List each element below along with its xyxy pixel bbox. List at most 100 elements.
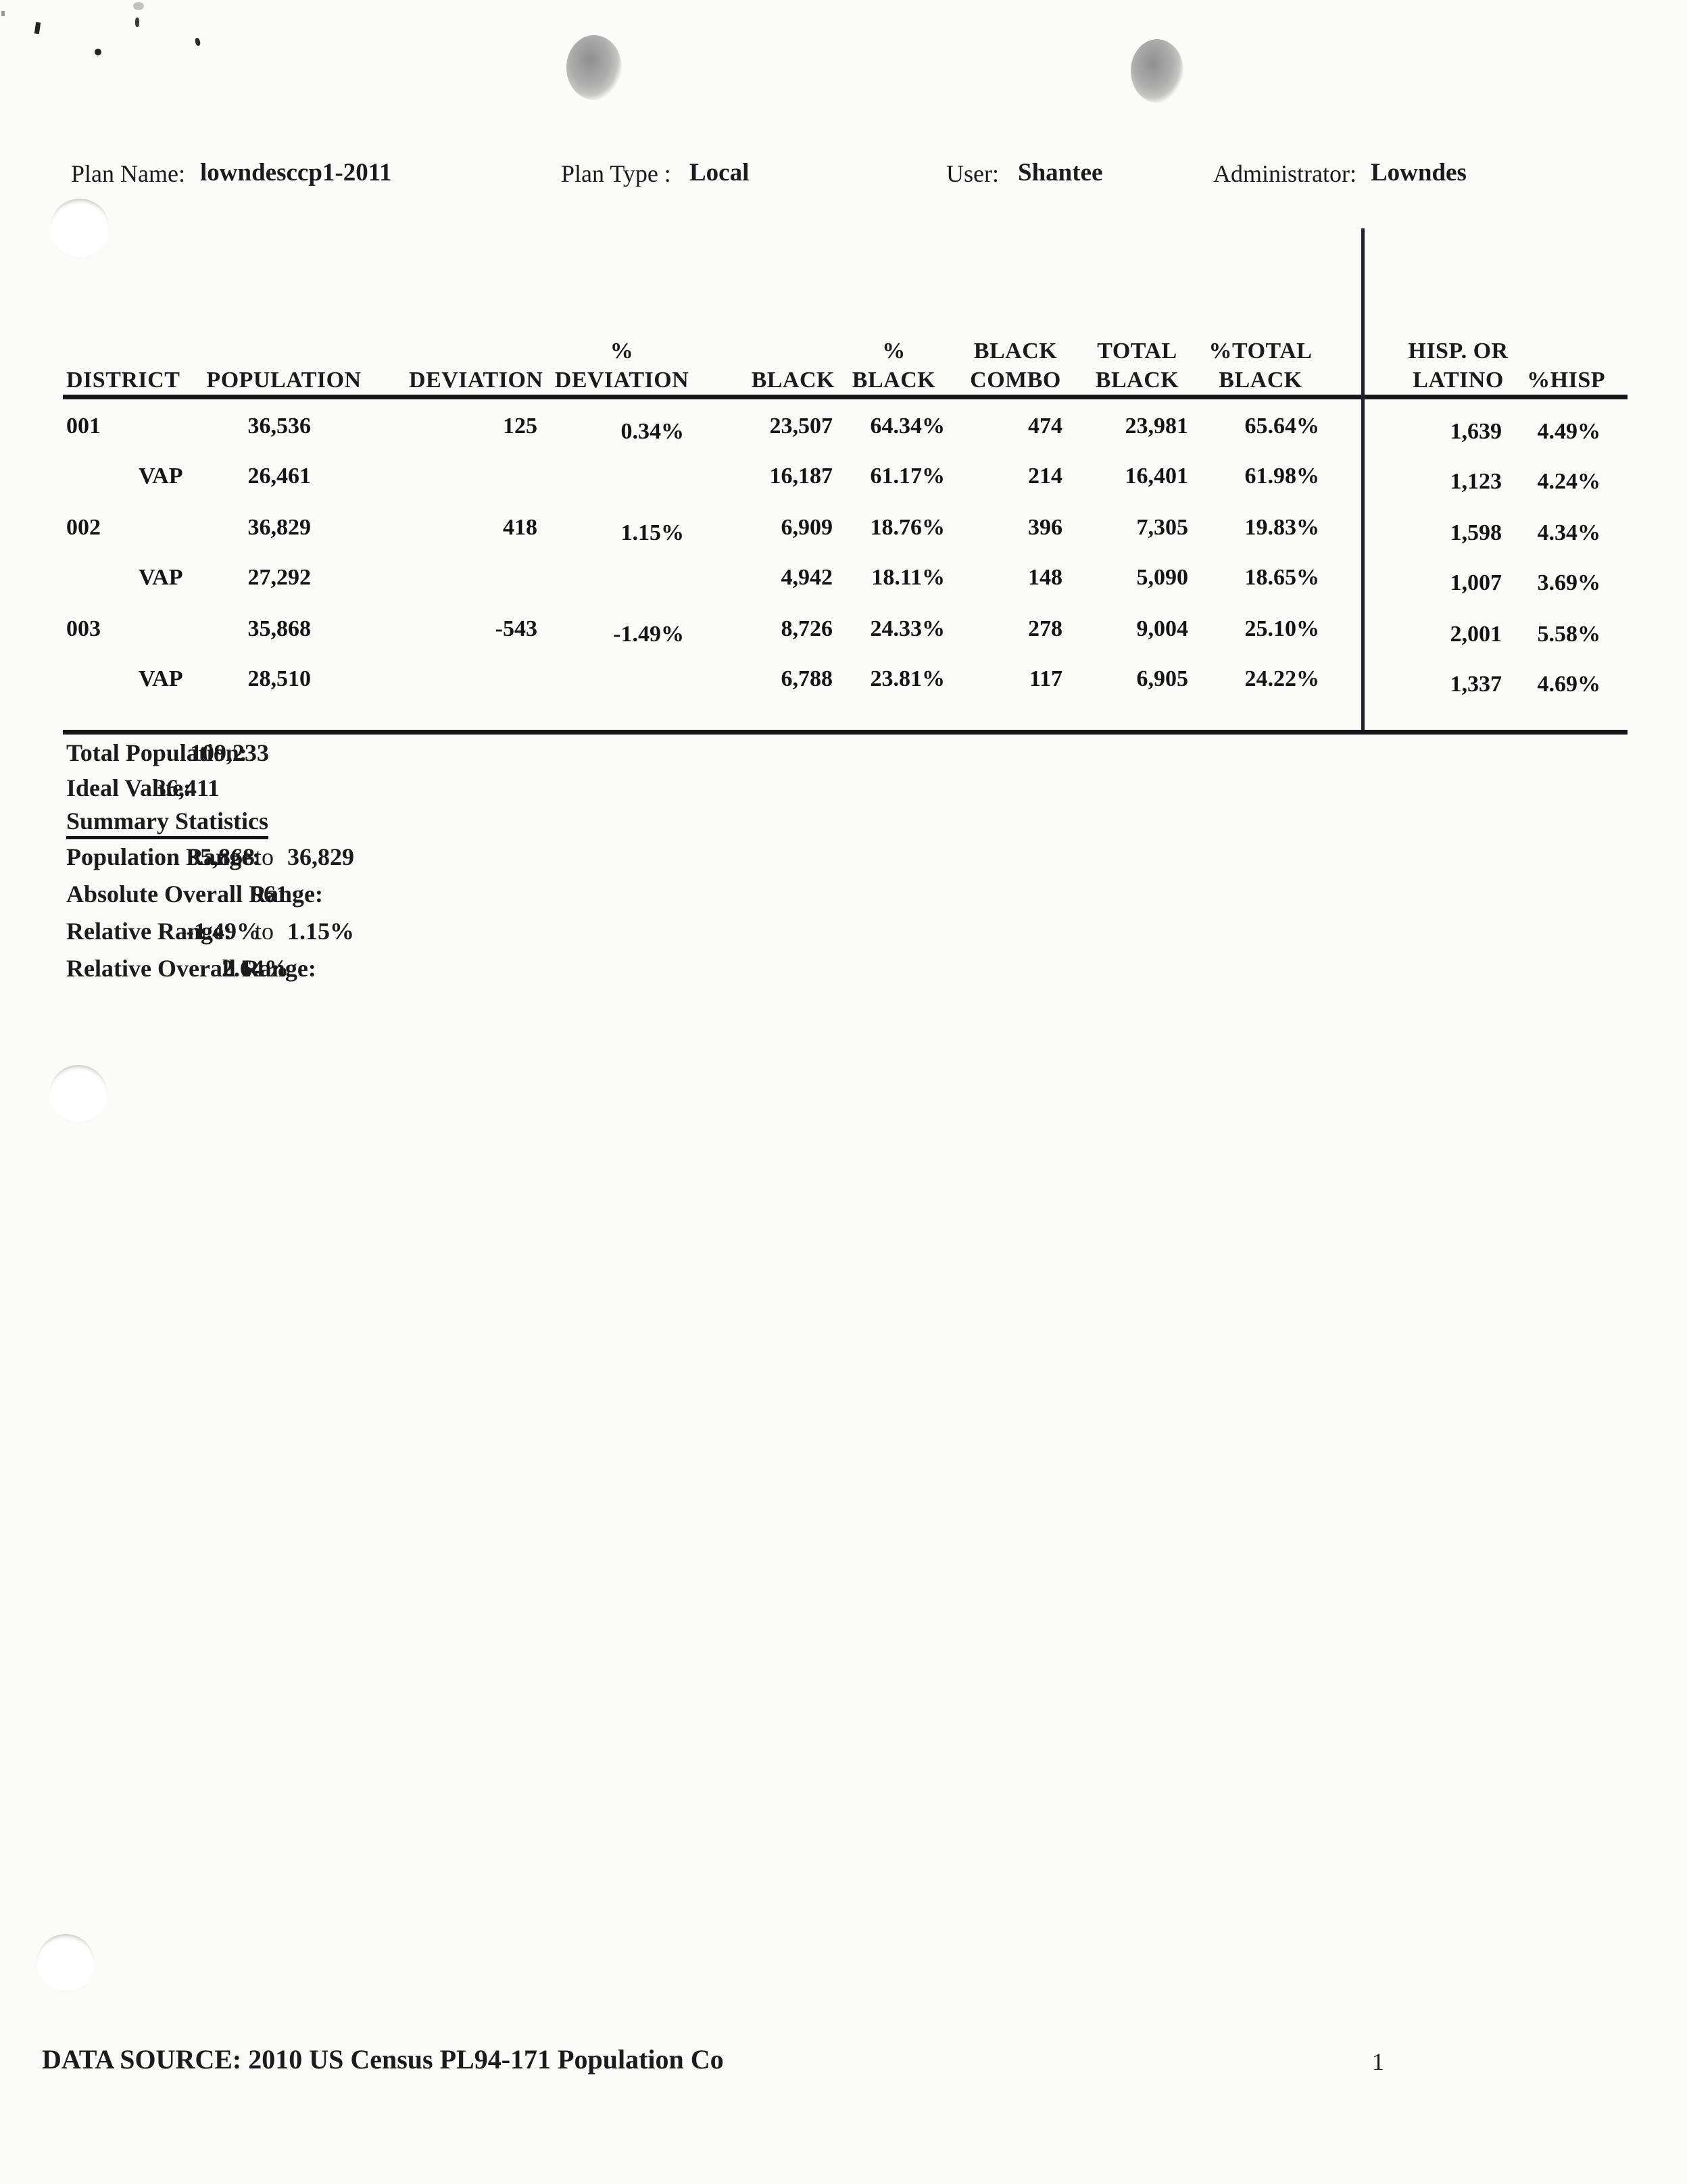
cell-population: 26,461 <box>247 464 312 489</box>
total-population-value: 109,233 <box>190 739 269 766</box>
relative-range-to: 1.15% <box>287 918 354 945</box>
cell-pct-total-black: 25.10% <box>1244 616 1320 641</box>
table-row-district-002-vap: VAP 27,292 4,942 18.11% 148 5,090 18.65%… <box>0 565 1687 600</box>
column-header-total-black: TOTAL BLACK <box>1095 339 1179 393</box>
population-range-to: 36,829 <box>287 843 354 870</box>
scan-speck <box>34 22 41 34</box>
cell-hisp-or-latino: 2,001 <box>1450 622 1502 647</box>
table-row-district-003: 003 35,868 -543 -1.49% 8,726 24.33% 278 … <box>0 616 1687 651</box>
column-header-pct-total-black: %TOTAL BLACK <box>1208 339 1313 393</box>
scan-speck <box>95 49 101 55</box>
punch-hole <box>50 199 109 258</box>
cell-pct-black: 18.11% <box>871 565 945 590</box>
cell-vap-label: VAP <box>139 666 183 691</box>
cell-pct-black: 24.33% <box>870 616 946 641</box>
cell-black: 6,909 <box>781 515 833 540</box>
cell-vap-label: VAP <box>139 464 183 489</box>
column-header-black-combo: BLACK COMBO <box>970 339 1061 393</box>
cell-district: 001 <box>66 414 101 439</box>
plan-type-label: Plan Type : <box>561 160 671 187</box>
cell-total-black: 6,905 <box>1136 666 1189 691</box>
ideal-value-value: 36,411 <box>154 774 220 801</box>
summary-statistics-heading: Summary Statistics <box>66 807 268 839</box>
user-value: Shantee <box>1018 159 1103 187</box>
user-label: User: <box>946 160 999 187</box>
cell-deviation: 125 <box>503 414 537 439</box>
relative-range-to-word: to <box>255 918 274 945</box>
cell-pct-hisp: 5.58% <box>1537 622 1601 647</box>
cell-pct-deviation: 1.15% <box>620 520 685 545</box>
cell-black: 6,788 <box>781 666 833 691</box>
relative-range-from: -1.49% <box>186 918 261 945</box>
column-header-pct-hisp: %HISP <box>1527 367 1605 393</box>
data-source-note: DATA SOURCE: 2010 US Census PL94-171 Pop… <box>42 2044 724 2075</box>
table-row-district-003-vap: VAP 28,510 6,788 23.81% 117 6,905 24.22%… <box>0 666 1687 701</box>
plan-type-value: Local <box>689 159 750 187</box>
cell-pct-black: 61.17% <box>870 464 946 489</box>
cell-pct-total-black: 24.22% <box>1244 666 1320 691</box>
cell-deviation: 418 <box>503 515 537 540</box>
cell-pct-black: 18.76% <box>870 515 946 540</box>
cell-pct-total-black: 61.98% <box>1244 464 1320 489</box>
cell-black-combo: 214 <box>1028 464 1062 489</box>
relative-range-label: Relative Range: <box>66 918 232 945</box>
scan-smudge <box>133 2 144 10</box>
cell-pct-total-black: 19.83% <box>1244 515 1320 540</box>
cell-pct-deviation: -1.49% <box>613 622 684 647</box>
population-range-to-word: to <box>255 843 274 870</box>
column-header-hisp-or-latino: HISP. OR LATINO <box>1408 339 1509 393</box>
cell-hisp-or-latino: 1,123 <box>1450 469 1502 494</box>
table-row-district-001: 001 36,536 125 0.34% 23,507 64.34% 474 2… <box>0 414 1687 449</box>
punch-hole <box>36 1934 95 1992</box>
cell-total-black: 16,401 <box>1125 464 1189 489</box>
absolute-overall-range-label: Absolute Overall Range: <box>66 880 323 908</box>
cell-pct-hisp: 4.34% <box>1537 520 1601 545</box>
cell-hisp-or-latino: 1,639 <box>1450 419 1502 444</box>
cell-hisp-or-latino: 1,007 <box>1450 570 1502 595</box>
cell-black-combo: 117 <box>1029 666 1062 691</box>
cell-pct-deviation: 0.34% <box>620 419 685 444</box>
cell-hisp-or-latino: 1,598 <box>1450 520 1502 545</box>
column-header-district: DISTRICT <box>66 367 180 393</box>
table-header-row: DISTRICT POPULATION DEVIATION % DEVIATION… <box>0 305 1687 395</box>
scan-speck <box>1 11 5 16</box>
cell-vap-label: VAP <box>139 565 183 590</box>
cell-pct-hisp: 3.69% <box>1537 570 1601 595</box>
table-vertical-divider <box>1361 228 1365 730</box>
table-bottom-rule <box>63 730 1628 735</box>
cell-hisp-or-latino: 1,337 <box>1450 672 1502 697</box>
punch-hole <box>49 1065 107 1123</box>
cell-pct-black: 64.34% <box>870 414 946 439</box>
binder-ring-shadow <box>1131 39 1183 103</box>
binder-ring-shadow <box>566 35 622 100</box>
cell-total-black: 7,305 <box>1136 515 1189 540</box>
cell-total-black: 5,090 <box>1136 565 1189 590</box>
cell-deviation: -543 <box>495 616 537 641</box>
cell-pct-hisp: 4.24% <box>1537 469 1601 494</box>
table-row-district-002: 002 36,829 418 1.15% 6,909 18.76% 396 7,… <box>0 515 1687 550</box>
scan-speck <box>135 18 139 27</box>
cell-pct-black: 23.81% <box>870 666 946 691</box>
cell-pct-total-black: 18.65% <box>1244 565 1320 590</box>
cell-pct-hisp: 4.69% <box>1537 672 1601 697</box>
relative-overall-range-label: Relative Overall Range: <box>66 955 316 982</box>
cell-total-black: 9,004 <box>1136 616 1189 641</box>
cell-black: 16,187 <box>769 464 833 489</box>
scan-speck <box>194 37 201 47</box>
table-row-district-001-vap: VAP 26,461 16,187 61.17% 214 16,401 61.9… <box>0 464 1687 499</box>
column-header-black: BLACK <box>751 367 835 393</box>
administrator-value: Lowndes <box>1371 159 1467 187</box>
page-number: 1 <box>1372 2048 1384 2075</box>
cell-district: 002 <box>66 515 101 540</box>
cell-black: 23,507 <box>769 414 833 439</box>
cell-population: 35,868 <box>247 616 312 641</box>
ideal-value-label: Ideal Value: <box>66 774 192 801</box>
plan-name-value: lowndesccp1-2011 <box>200 159 392 187</box>
table-header-rule <box>63 395 1628 399</box>
column-header-pct-deviation: % DEVIATION <box>554 339 689 393</box>
cell-black-combo: 148 <box>1028 565 1062 590</box>
cell-population: 36,536 <box>247 414 312 439</box>
column-header-deviation: DEVIATION <box>409 367 543 393</box>
absolute-overall-range-value: 961 <box>251 880 288 908</box>
